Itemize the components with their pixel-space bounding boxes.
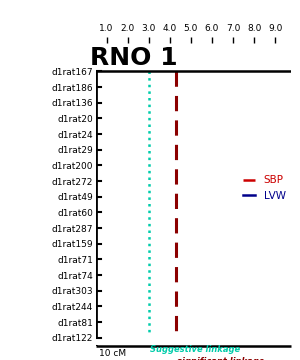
Text: significant linkage: significant linkage <box>177 356 265 360</box>
Legend: SBP, LVW: SBP, LVW <box>243 175 286 201</box>
Text: RNO 1: RNO 1 <box>90 46 177 70</box>
Text: Suggestive linkage: Suggestive linkage <box>150 345 240 354</box>
Text: 10 cM: 10 cM <box>99 349 126 358</box>
